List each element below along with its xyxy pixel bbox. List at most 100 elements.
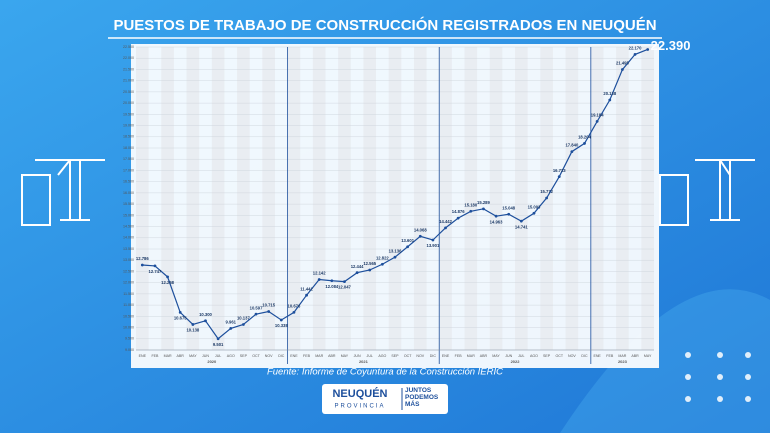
y-tick-label: 10.500 [123,314,134,318]
x-tick-label: ABR [328,354,336,358]
column-stripe [413,47,427,350]
y-tick-label: 18.500 [123,135,134,139]
group-label: 2021 [359,359,369,364]
column-stripe [161,47,174,350]
y-tick-label: 12.500 [123,269,134,273]
logo-slogan-box: JUNTOS PODEMOS MÁS [405,387,439,408]
value-label: 13.136 [389,248,402,253]
y-tick-label: 19.500 [123,112,134,116]
value-label: 10.715 [262,303,275,308]
x-tick-label: DIC [581,354,588,358]
x-tick-label: MAR [618,354,626,358]
data-point [633,53,637,56]
data-point [153,264,157,268]
data-point [444,226,447,230]
value-label: 12.047 [338,285,351,290]
value-label: 12.258 [161,280,174,285]
x-tick-label: NOV [416,354,424,358]
column-stripe [388,47,402,350]
data-point [254,312,258,316]
x-tick-label: OCT [404,354,412,358]
data-point [482,207,485,211]
x-tick-label: JUL [215,354,221,358]
data-point [532,211,536,215]
value-label: 15.289 [477,200,490,205]
y-tick-label: 22.500 [123,45,134,49]
y-tick-label: 14.000 [123,236,134,240]
crane-left [21,159,755,226]
value-label: 9.501 [213,342,224,347]
x-tick-label: ENE [290,354,298,358]
y-tick-label: 22.000 [123,56,134,60]
value-label: 10.138 [186,328,199,333]
group-label: 2022 [511,359,521,364]
column-stripe [136,47,149,350]
value-label: 10.675 [174,316,187,321]
data-point [241,323,245,326]
x-tick-label: ABR [631,354,639,358]
y-tick-label: 21.000 [123,79,134,83]
x-tick-label: FEB [303,354,311,358]
x-tick-label: SEP [240,354,248,358]
x-tick-label: MAR [164,354,172,358]
value-label: 12.822 [376,255,389,260]
y-tick-label: 17.000 [123,168,134,172]
data-point [317,278,321,281]
column-stripe [439,47,452,350]
column-stripe [287,47,301,350]
value-label: 17.840 [565,143,578,148]
x-tick-label: AGO [227,354,235,358]
x-tick-label: DIC [430,354,437,358]
value-label: 14.741 [515,224,528,229]
x-tick-label: DIC [278,354,285,358]
value-label: 10.300 [199,312,212,317]
source: Fuente: Informe de Coyuntura de la Const… [267,367,503,378]
logo-box [322,384,448,414]
data-point [380,262,384,266]
y-tick-label: 17.500 [123,157,134,161]
value-label: 12.747 [149,269,162,274]
data-point [355,271,359,275]
data-point [166,275,169,279]
value-label: 9.961 [226,320,237,325]
data-point [305,293,308,297]
y-tick-label: 9.000 [125,348,134,352]
data-point [646,48,650,51]
y-tick-label: 13.000 [123,258,134,262]
column-stripe [237,47,250,350]
value-label: 12.142 [313,271,326,276]
x-tick-label: JUL [367,354,373,358]
y-tick-label: 15.500 [123,202,134,206]
y-tick-label: 21.500 [123,67,134,71]
y-tick-label: 16.500 [123,180,134,184]
x-tick-label: MAR [467,354,475,358]
value-label: 21.495 [616,61,629,66]
y-tick-label: 15.000 [123,213,134,217]
data-point [418,234,422,238]
logo-slogan: JUNTOS PODEMOS MÁS [405,387,439,408]
data-point [178,311,182,314]
decor-wave [560,289,770,433]
data-point [545,196,549,200]
data-point [570,150,574,153]
value-label: 14.068 [414,227,427,232]
value-label: 22.170 [629,46,642,51]
x-tick-label: JUN [505,354,512,358]
y-tick-label: 13.500 [123,247,134,251]
y-tick-label: 11.000 [123,303,134,307]
data-point [557,175,561,179]
y-tick-label: 20.000 [123,101,134,105]
x-tick-label: OCT [555,354,563,358]
data-point [330,279,334,283]
value-label: 14.442 [439,219,452,224]
y-tick-label: 11.500 [123,292,134,296]
x-tick-label: SEP [391,354,399,358]
data-point [343,280,346,284]
data-point [279,318,283,322]
value-label: 16.723 [553,168,566,173]
x-tick-label: SEP [543,354,551,358]
value-label: 15.048 [502,205,515,210]
value-label: 11.442 [300,286,313,291]
value-label: 18.204 [578,135,591,140]
group-label: 2020 [207,359,217,364]
